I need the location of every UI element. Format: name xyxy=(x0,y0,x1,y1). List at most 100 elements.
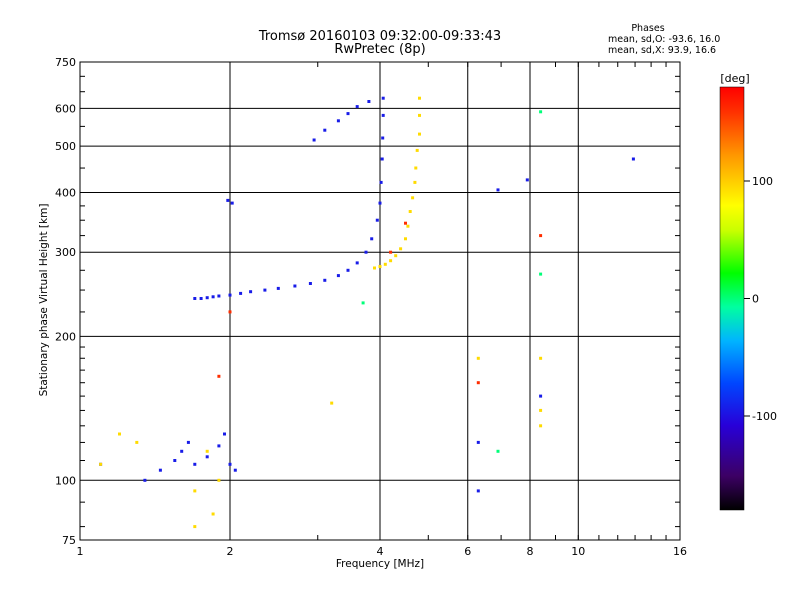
x-tick-label: 10 xyxy=(571,545,585,558)
data-point xyxy=(228,462,232,466)
data-point xyxy=(228,310,232,314)
data-point xyxy=(226,198,230,202)
data-point xyxy=(336,119,340,123)
x-axis-label: Frequency [MHz] xyxy=(336,558,424,570)
data-point xyxy=(205,296,209,300)
data-point xyxy=(346,268,350,272)
data-point xyxy=(361,301,365,305)
data-point xyxy=(411,196,415,200)
data-point xyxy=(378,201,382,205)
data-point xyxy=(381,96,385,100)
y-tick-label: 600 xyxy=(55,102,76,115)
data-point xyxy=(276,286,280,290)
data-point xyxy=(539,234,543,238)
data-point xyxy=(539,408,543,412)
x-tick-label: 16 xyxy=(673,545,687,558)
y-tick-label: 200 xyxy=(55,330,76,343)
data-point xyxy=(293,284,297,288)
data-point xyxy=(217,374,221,378)
colorbar xyxy=(719,86,745,511)
data-point xyxy=(394,254,398,258)
data-point xyxy=(230,201,234,205)
chart-subtitle: RwPretec (8p) xyxy=(334,42,425,57)
data-point xyxy=(476,440,480,444)
y-tick-label: 400 xyxy=(55,186,76,199)
y-tick-label: 75 xyxy=(62,534,76,547)
data-point xyxy=(308,282,312,285)
data-point xyxy=(323,128,327,132)
data-point xyxy=(370,237,374,241)
data-point xyxy=(476,381,480,385)
data-point xyxy=(399,247,403,251)
data-point xyxy=(193,489,197,493)
data-point xyxy=(525,178,529,182)
stats-heading: Phases xyxy=(631,23,664,34)
colorbar-label: [deg] xyxy=(720,72,749,85)
data-point xyxy=(404,221,407,225)
x-tick-label: 1 xyxy=(77,545,84,558)
data-point xyxy=(355,105,359,109)
data-point xyxy=(355,261,359,265)
data-point xyxy=(263,288,267,292)
data-point xyxy=(233,468,237,472)
data-point xyxy=(199,297,203,300)
x-tick-label: 4 xyxy=(377,545,384,558)
tick-marks xyxy=(79,62,681,540)
data-point xyxy=(346,112,350,116)
y-axis-label: Stationary phase Virtual Height [km] xyxy=(38,204,50,397)
data-point xyxy=(373,266,376,270)
y-tick-label: 750 xyxy=(55,56,76,69)
data-point xyxy=(418,113,421,117)
data-point xyxy=(631,157,635,161)
data-point xyxy=(418,96,421,100)
data-point xyxy=(223,432,226,436)
data-point xyxy=(496,449,500,453)
y-tick-labels: 75 100 200 300 400 500 600 750 xyxy=(55,56,76,547)
x-tick-labels: 1 2 4 6 8 10 16 xyxy=(77,545,688,558)
x-tick-label: 2 xyxy=(227,545,234,558)
data-point xyxy=(381,113,385,117)
data-point xyxy=(389,250,393,254)
data-point xyxy=(135,440,139,444)
data-point xyxy=(186,440,190,444)
colorbar-tick-label: -100 xyxy=(752,410,777,423)
data-point xyxy=(408,210,412,213)
y-tick-label: 100 xyxy=(55,474,76,487)
data-point xyxy=(496,188,500,192)
data-point xyxy=(312,138,316,142)
data-point xyxy=(217,294,221,298)
data-point xyxy=(336,274,340,278)
data-point xyxy=(228,293,232,297)
x-gridlines xyxy=(229,62,579,540)
data-point xyxy=(539,424,543,428)
data-point xyxy=(193,297,197,300)
data-point xyxy=(193,462,197,466)
chart-title: Tromsø 20160103 09:32:00-09:33:43 xyxy=(258,29,501,44)
data-point xyxy=(180,449,184,453)
data-point xyxy=(211,295,215,299)
y-gridlines xyxy=(80,107,680,481)
data-point xyxy=(323,278,327,282)
colorbar-tick-label: 0 xyxy=(752,293,759,306)
data-point xyxy=(414,166,418,170)
data-point xyxy=(539,356,543,360)
data-point xyxy=(217,444,221,448)
data-point xyxy=(380,157,384,161)
data-point xyxy=(383,262,387,266)
data-point xyxy=(173,459,177,462)
colorbar-tick-label: 100 xyxy=(752,175,773,188)
data-point xyxy=(249,290,253,294)
data-point xyxy=(205,455,209,459)
data-point xyxy=(375,218,379,222)
data-points xyxy=(99,96,635,529)
x-tick-label: 6 xyxy=(464,545,471,558)
data-point xyxy=(406,224,410,228)
data-point xyxy=(330,401,334,405)
data-point xyxy=(205,449,209,453)
data-point xyxy=(539,272,543,276)
data-point xyxy=(99,462,103,466)
x-tick-label: 8 xyxy=(527,545,534,558)
data-point xyxy=(379,180,383,184)
data-point xyxy=(193,525,197,529)
